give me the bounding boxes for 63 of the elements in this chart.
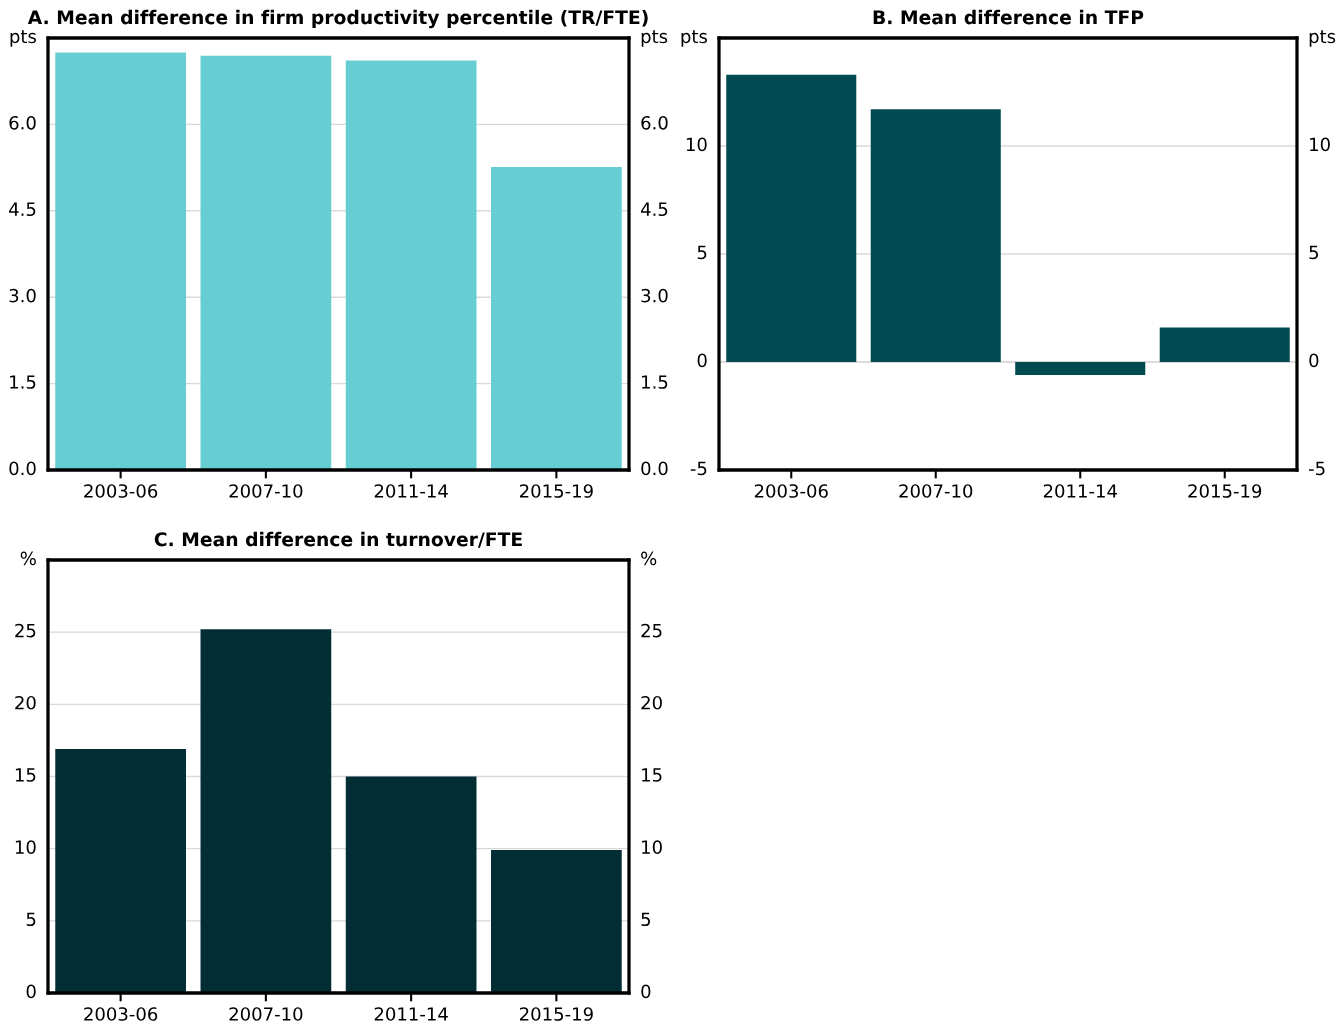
bar <box>726 74 857 362</box>
x-tick-label: 2003-06 <box>84 1007 158 1021</box>
x-tick-label: 2003-06 <box>754 484 828 498</box>
x-tick-label: 2015-19 <box>519 1007 593 1021</box>
y2-tick-label: 3.0 <box>641 288 668 303</box>
bar <box>345 776 477 993</box>
y-tick-label: 25 <box>15 623 36 638</box>
y-tick-label: 5 <box>26 912 36 927</box>
bar <box>1015 362 1146 375</box>
y-tick-label: 3.0 <box>9 288 36 303</box>
y-tick-label: 20 <box>15 695 36 710</box>
x-tick-label: 2007-10 <box>899 484 973 498</box>
y-tick-label: 5 <box>697 245 707 260</box>
y-tick-label: 4.5 <box>9 202 36 217</box>
bar <box>345 60 477 470</box>
x-tick-label: 2003-06 <box>84 484 158 498</box>
bar <box>491 167 622 470</box>
y-tick-label: pts <box>681 30 708 47</box>
y-tick-label: 6.0 <box>9 115 36 130</box>
bar <box>870 109 1001 362</box>
x-tick-label: 2007-10 <box>229 1007 303 1021</box>
y-tick-label: % <box>20 551 36 566</box>
y2-tick-label: 20 <box>641 695 662 710</box>
y2-tick-label: 10 <box>1310 137 1330 152</box>
y-tick-label: 0 <box>26 984 36 999</box>
y2-tick-label: 4.5 <box>640 202 668 217</box>
chart-title: B. Mean difference in TFP <box>873 9 1144 25</box>
bar <box>200 629 332 993</box>
y2-tick-label: 0 <box>641 984 651 999</box>
y2-tick-label: 5 <box>641 912 651 927</box>
y2-tick-label: pts <box>1309 30 1336 47</box>
y2-tick-label: % <box>641 551 657 566</box>
y2-tick-label: 1.5 <box>642 375 668 389</box>
y-tick-label: pts <box>10 30 37 47</box>
y-tick-label: 0.0 <box>9 461 36 476</box>
bar <box>55 52 186 470</box>
chart-title: A. Mean difference in firm productivity percentile (TR/FTE) <box>27 9 648 29</box>
bar <box>1159 327 1290 362</box>
x-tick-label: 2015-19 <box>519 484 593 498</box>
y-tick-label: 10 <box>15 840 36 854</box>
y2-tick-label: 25 <box>641 623 662 638</box>
chart-title: C. Mean difference in turnover/FTE <box>154 531 522 548</box>
y2-tick-label: 15 <box>642 768 662 782</box>
x-tick-label: 2015-19 <box>1188 484 1262 498</box>
y-tick-label: 1.5 <box>10 375 36 389</box>
y-tick-label: 15 <box>15 768 36 782</box>
bar <box>200 55 332 470</box>
y2-tick-label: pts <box>641 30 668 47</box>
x-tick-label: 2011-14 <box>374 1007 448 1021</box>
x-tick-label: 2007-10 <box>229 484 303 498</box>
y2-tick-label: 6.0 <box>641 115 668 130</box>
y-tick-label: 0 <box>697 353 707 368</box>
y2-tick-label: 5 <box>1309 245 1319 260</box>
bar <box>491 850 622 993</box>
x-tick-label: 2011-14 <box>1043 484 1117 498</box>
bar <box>55 749 186 993</box>
y2-tick-label: -5 <box>1308 461 1325 476</box>
y-tick-label: 10 <box>686 137 707 152</box>
x-tick-label: 2011-14 <box>374 484 448 498</box>
y2-tick-label: 0 <box>1309 353 1319 368</box>
y2-tick-label: 10 <box>642 840 662 854</box>
y-tick-label: -5 <box>690 461 707 476</box>
y2-tick-label: 0.0 <box>641 461 668 476</box>
